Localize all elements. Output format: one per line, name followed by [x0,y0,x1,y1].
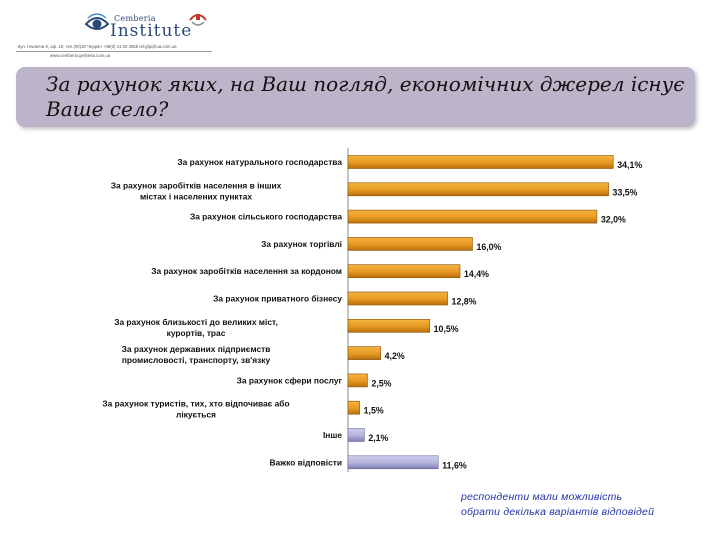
category-label: За рахунок близькості до великих міст, ку… [114,317,278,338]
value-label: 2,1% [368,433,388,443]
eye-logo-icon [84,13,110,30]
category-label: За рахунок торгівлі [261,239,342,249]
footnote-line-2: обрати декілька варіантів відповідей [461,506,655,518]
bar-chart: За рахунок натурального господарства 34,1… [102,148,642,472]
value-label: 10,5% [434,324,459,334]
category-label: За рахунок заробітків населення в інших м… [111,180,282,201]
category-label: За рахунок заробітків населення за кордо… [151,266,342,276]
bar [347,346,381,360]
value-label: 33,5% [613,187,638,197]
bar [347,428,365,442]
partner-logo-icon [189,14,207,26]
logo-big-text: Institute [110,21,193,41]
value-label: 4,2% [385,351,405,361]
category-label: За рахунок туристів, тих, хто відпочиває… [102,399,289,420]
category-label: За рахунок сільського господарства [190,212,342,222]
bar [347,182,609,197]
footnote: респонденти мали можливість обрати декіл… [461,490,654,520]
value-label: 11,6% [442,460,467,470]
divider [16,51,212,52]
bar [347,155,614,169]
bar [347,209,598,224]
category-label: За рахунок приватного бізнесу [213,294,342,304]
bar [347,400,360,415]
category-label: За рахунок натурального господарства [177,157,342,167]
footnote-line-1: респонденти мали можливість [461,491,623,503]
bar [347,264,461,278]
category-label: За рахунок державних підприємств промисло… [122,344,271,365]
bar [347,373,368,388]
website-text: www.cemberia.gerberia.com.ua [50,53,111,58]
address-text: вул. Наєвича 9, оф. 19, тел.(00)30 Черря… [18,44,177,49]
bar [347,319,430,333]
value-label: 1,5% [364,406,384,416]
bar [347,291,448,306]
bar [347,455,439,470]
chart-title: За рахунок яких, на Ваш погляд, економіч… [46,72,685,121]
value-label: 12,8% [452,297,477,307]
value-label: 16,0% [476,242,501,252]
category-label: Інше [323,430,342,440]
value-label: 14,4% [464,269,489,279]
value-label: 2,5% [371,378,391,388]
value-label: 32,0% [601,215,626,225]
value-label: 34,1% [617,160,642,170]
category-label: За рахунок сфери послуг [237,375,343,385]
logo-header: Cemberia Institute вул. Наєвича 9, оф. 1… [0,0,720,64]
title-panel: За рахунок яких, на Ваш погляд, економіч… [16,67,695,127]
logo-small-text: Cemberia [114,14,156,23]
category-label: Важко відповісти [269,457,342,467]
bar [347,237,473,251]
